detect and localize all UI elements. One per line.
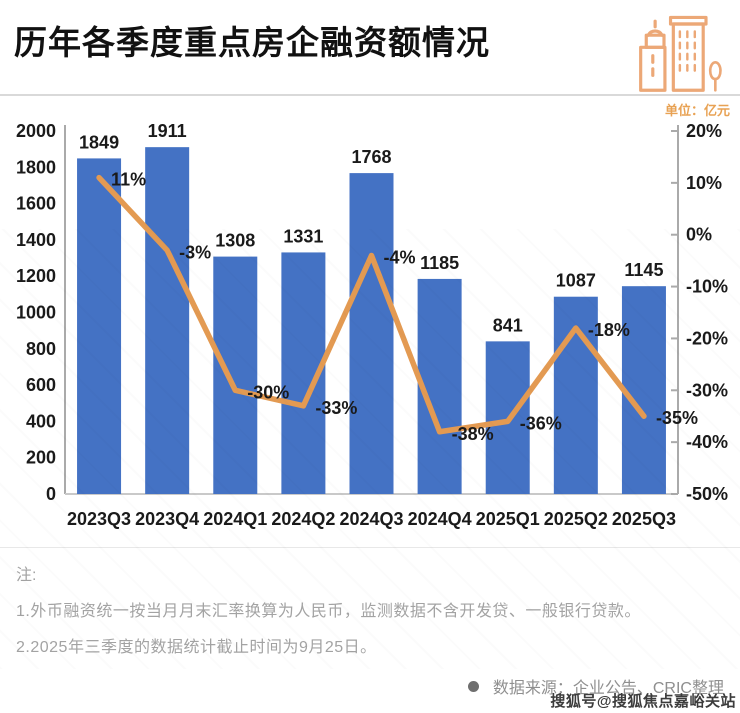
right-axis-tick-label: -50% — [686, 484, 728, 504]
left-axis-tick-label: 400 — [26, 411, 56, 431]
right-axis-tick-label: 0% — [686, 225, 712, 245]
source-text: 数据来源：企业公告、CRIC整理 — [492, 680, 724, 697]
line-point-label: -3% — [179, 242, 211, 262]
right-axis-tick-label: -40% — [686, 432, 728, 452]
bar-value-label: 841 — [493, 315, 523, 335]
right-axis-ticks: 20% 10% 0% -10% -20% -30% -40% -50% — [671, 121, 728, 504]
bar-value-label: 1768 — [351, 147, 391, 167]
bar — [349, 173, 394, 494]
bar-value-label: 1145 — [624, 260, 663, 280]
bar-value-label: 1308 — [215, 231, 255, 251]
right-axis-tick-label: -10% — [686, 277, 728, 297]
bar-series — [77, 147, 666, 494]
left-axis-tick-label: 800 — [26, 339, 56, 359]
line-point-label: -35% — [656, 408, 698, 428]
note-label: 注: — [16, 567, 37, 584]
left-axis-tick-label: 600 — [26, 375, 56, 395]
bar — [77, 158, 122, 494]
left-axis-tick-label: 200 — [26, 448, 56, 468]
right-axis-tick-label: 10% — [686, 173, 722, 193]
left-axis-tick-label: 2000 — [16, 121, 56, 141]
unit-label: 单位：亿元 — [664, 103, 730, 118]
page-title: 历年各季度重点房企融资额情况 — [14, 24, 490, 61]
x-axis-label: 2024Q1 — [203, 509, 267, 529]
footnotes: 注: 1.外币融资统一按当月月末汇率换算为人民币，监测数据不含开发贷、一般银行贷… — [0, 547, 740, 666]
note-line-1: 1.外币融资统一按当月月末汇率换算为人民币，监测数据不含开发贷、一般银行贷款。 — [16, 603, 641, 620]
header: 历年各季度重点房企融资额情况 — [0, 0, 740, 96]
x-axis-label: 2025Q3 — [612, 509, 676, 529]
line-point-labels: 11% -3% -30% -33% -4% -38% -36% -18% -35% — [111, 170, 698, 444]
line-point-label: -30% — [247, 382, 289, 402]
bar-value-label: 1849 — [79, 132, 119, 152]
bar — [621, 286, 666, 494]
line-series — [96, 174, 647, 435]
x-axis-label: 2024Q2 — [271, 509, 335, 529]
left-axis-tick-label: 1600 — [16, 194, 56, 214]
line-point-label: -33% — [315, 398, 357, 418]
publisher-watermark: 搜狐号@搜狐焦点嘉峪关站 — [550, 693, 736, 710]
source-row: 数据来源：企业公告、CRIC整理 — [0, 666, 740, 698]
financing-chart: 200018001600140012001000800600400200020%… — [16, 121, 728, 529]
bar — [213, 256, 258, 494]
right-axis-tick-label: 20% — [686, 121, 722, 141]
bar — [145, 147, 190, 494]
x-axis-label: 2024Q3 — [339, 509, 403, 529]
left-axis-tick-label: 1200 — [16, 266, 56, 286]
chart-area: 2000 1800 1600 1400 1200 1000 800 600 400 200 0 20%… — [0, 119, 740, 669]
line-point-label: -36% — [520, 413, 562, 433]
right-axis-tick-label: -30% — [686, 380, 728, 400]
x-axis-label: 2023Q4 — [135, 509, 199, 529]
buildings-icon — [639, 15, 722, 92]
bullet-icon — [467, 680, 479, 692]
line-point-label: -18% — [588, 320, 630, 340]
line-point-label: -38% — [452, 424, 494, 444]
x-axis-labels: 2023Q3 2023Q4 2024Q1 2024Q2 2024Q3 2024Q4 2025… — [67, 509, 676, 529]
line-point-label: -4% — [384, 247, 416, 267]
x-axis-label: 2024Q4 — [408, 509, 472, 529]
left-axis-tick-label: 0 — [46, 484, 56, 504]
left-axis-tick-label: 1000 — [16, 303, 56, 323]
x-axis-label: 2025Q1 — [476, 509, 540, 529]
bar-value-labels: 1849 1911 1308 1331 1768 1185 841 1087 1145 — [79, 121, 663, 335]
x-axis-label: 2023Q3 — [67, 509, 131, 529]
left-axis-tick-label: 1400 — [16, 230, 56, 250]
bar-value-label: 1087 — [556, 271, 596, 291]
right-axis-tick-label: -20% — [686, 328, 728, 348]
bar-value-label: 1911 — [148, 121, 187, 141]
line-point-label: 11% — [111, 170, 146, 190]
bar-value-label: 1185 — [420, 253, 459, 273]
left-axis-tick-label: 1800 — [16, 157, 56, 177]
bar-value-label: 1331 — [283, 226, 323, 246]
note-line-2: 2.2025年三季度的数据统计截止时间为9月25日。 — [16, 639, 377, 656]
x-axis-label: 2025Q2 — [544, 509, 608, 529]
